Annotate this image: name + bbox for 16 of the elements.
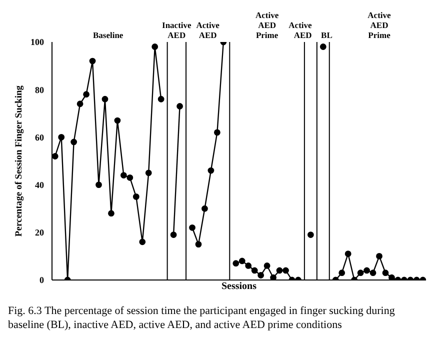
- text: Active AED Prime: [254, 10, 280, 40]
- y-tick-label: 20: [35, 228, 44, 238]
- caption: Fig. 6.3 The percentage of session time the participant engaged in finger sucking during baseline (BL), inactive AED, active AED, and active AED prime conditions: [8, 304, 396, 332]
- y-tick-label: 0: [40, 275, 44, 286]
- y-tick-label: 100: [30, 37, 44, 48]
- text: Baseline: [92, 30, 124, 40]
- y-tick-label: 40: [35, 180, 44, 190]
- x-axis-title: Sessions: [221, 281, 257, 292]
- text: BL: [321, 30, 332, 40]
- text: Active AED Prime: [366, 10, 392, 40]
- text: Active AED: [288, 20, 312, 40]
- text: Inactive AED: [161, 20, 192, 40]
- y-axis-title: Percentage of Session Finger Sucking: [14, 85, 24, 237]
- y-tick-label: 60: [35, 132, 44, 142]
- text: Active AED: [196, 20, 220, 40]
- y-tick-label: 80: [35, 84, 44, 95]
